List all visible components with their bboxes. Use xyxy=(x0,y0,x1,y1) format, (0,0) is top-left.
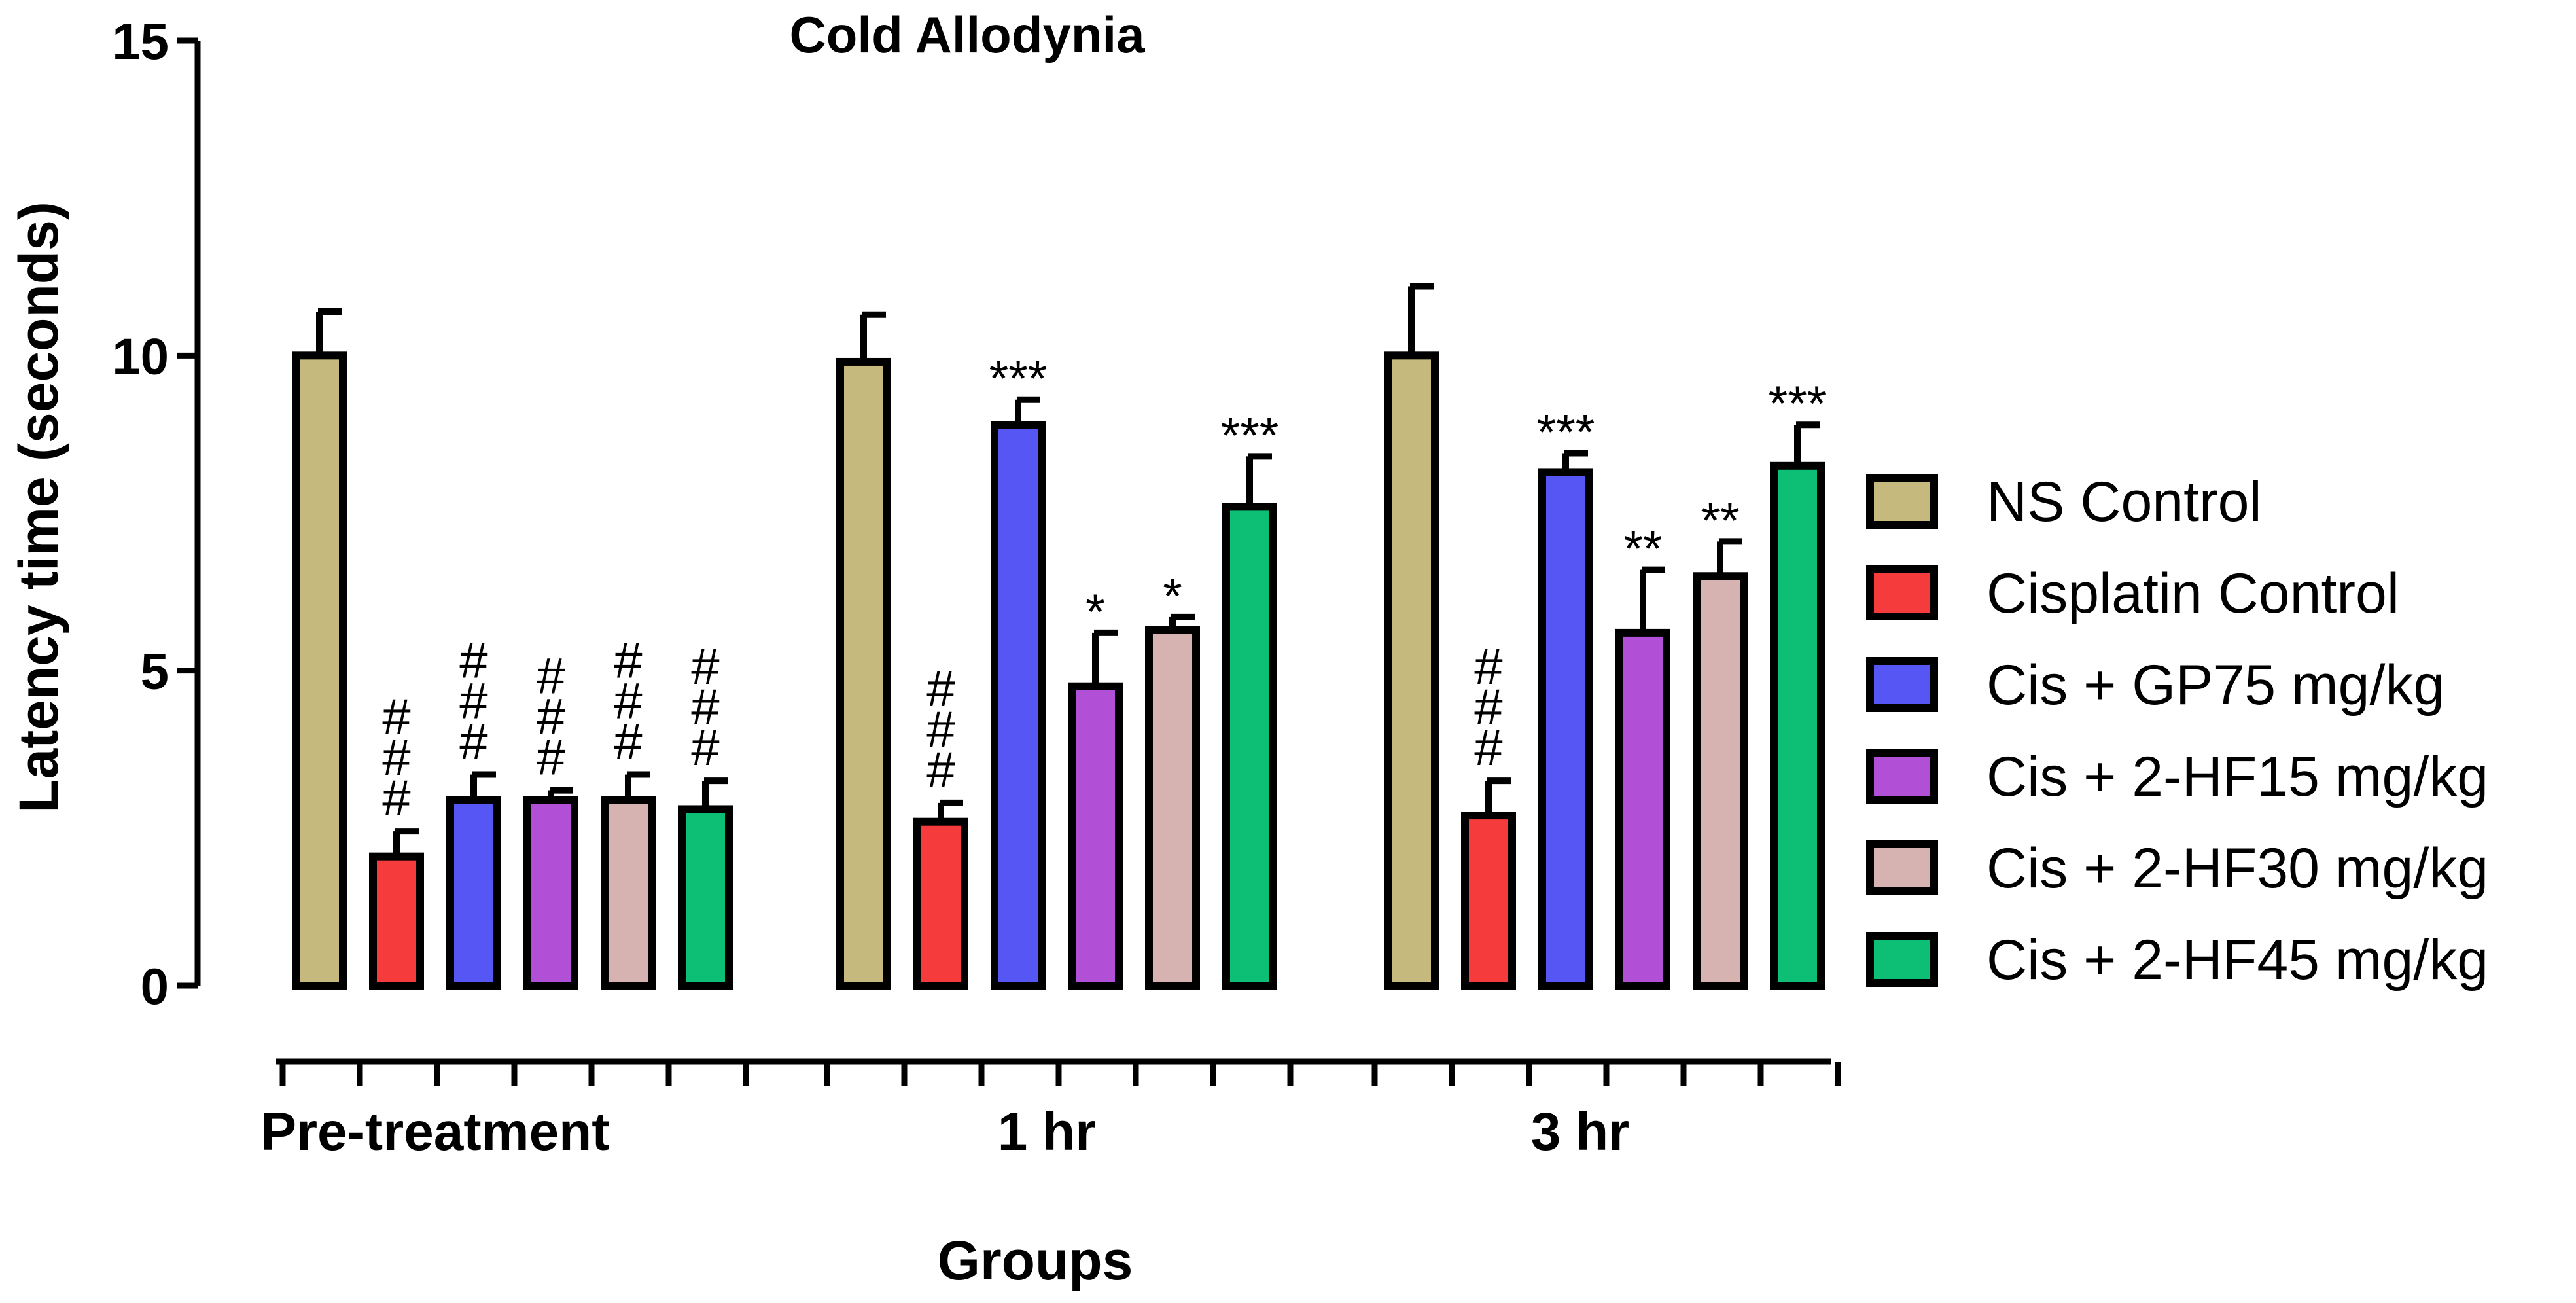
bar xyxy=(1770,461,1825,990)
significance-annotation: # # # xyxy=(926,660,955,798)
y-tick-label: 0 xyxy=(141,957,169,1015)
y-tick-label: 15 xyxy=(112,12,169,70)
significance-annotation: # # # xyxy=(537,647,565,786)
significance-annotation: *** xyxy=(1769,376,1827,432)
significance-annotation: # # # xyxy=(382,688,410,827)
x-axis-label: Groups xyxy=(938,1230,1133,1291)
legend-label: NS Control xyxy=(1986,471,2262,533)
y-tick-label: 5 xyxy=(141,643,169,700)
bars: # # ## # ## # ## # ## # ## # #**** ****# # #********** xyxy=(292,283,1827,990)
legend-swatch xyxy=(1866,749,1938,804)
legend-label: Cisplatin Control xyxy=(1986,562,2399,625)
significance-annotation: # # # xyxy=(1474,637,1502,776)
x-category-label: 3 hr xyxy=(1531,1102,1629,1162)
bar xyxy=(369,852,424,990)
significance-annotation: # # # xyxy=(459,632,487,770)
bar xyxy=(523,796,578,990)
legend-label: Cis + 2-HF30 mg/kg xyxy=(1986,837,2488,900)
chart-title: Cold Allodynia xyxy=(789,6,1145,63)
bar xyxy=(1693,572,1748,990)
y-axis: 0 5 10 15 xyxy=(112,12,201,1015)
bar xyxy=(292,351,347,990)
significance-annotation: * xyxy=(1085,584,1105,640)
significance-annotation: *** xyxy=(989,351,1048,407)
legend-swatch xyxy=(1866,932,1938,987)
significance-annotation: # # # xyxy=(691,637,719,776)
bar xyxy=(678,805,733,990)
significance-annotation: * xyxy=(1163,569,1182,624)
significance-annotation: ** xyxy=(1701,493,1739,548)
legend-label: Cis + GP75 mg/kg xyxy=(1986,654,2444,717)
legend-label: Cis + 2-HF45 mg/kg xyxy=(1986,929,2488,991)
x-category-label: Pre-treatment xyxy=(260,1102,609,1162)
x-axis: Pre-treatment 1 hr 3 hr xyxy=(260,1058,1841,1162)
legend-swatch xyxy=(1866,474,1938,529)
bar xyxy=(446,796,501,990)
bar xyxy=(1384,351,1439,990)
bar xyxy=(1538,468,1593,990)
significance-annotation: # # # xyxy=(614,632,642,770)
legend-label: Cis + 2-HF15 mg/kg xyxy=(1986,745,2488,808)
legend-swatch xyxy=(1866,657,1938,712)
y-tick-label: 10 xyxy=(112,327,169,385)
y-axis-label: Latency time (seconds) xyxy=(8,202,69,813)
bar xyxy=(991,421,1046,990)
bar xyxy=(913,817,968,990)
bar xyxy=(1461,812,1516,990)
legend: NS Control Cisplatin Control Cis + GP75 mg… xyxy=(1866,471,2488,991)
bar xyxy=(836,357,891,990)
bar xyxy=(1222,503,1277,990)
x-category-label: 1 hr xyxy=(998,1102,1096,1162)
bar xyxy=(1615,628,1670,990)
bar xyxy=(601,796,656,990)
bar xyxy=(1068,682,1123,990)
legend-swatch xyxy=(1866,840,1938,895)
significance-annotation: *** xyxy=(1221,408,1279,463)
significance-annotation: *** xyxy=(1537,405,1595,461)
legend-swatch xyxy=(1866,565,1938,620)
bar xyxy=(1145,626,1200,990)
significance-annotation: ** xyxy=(1623,522,1662,577)
